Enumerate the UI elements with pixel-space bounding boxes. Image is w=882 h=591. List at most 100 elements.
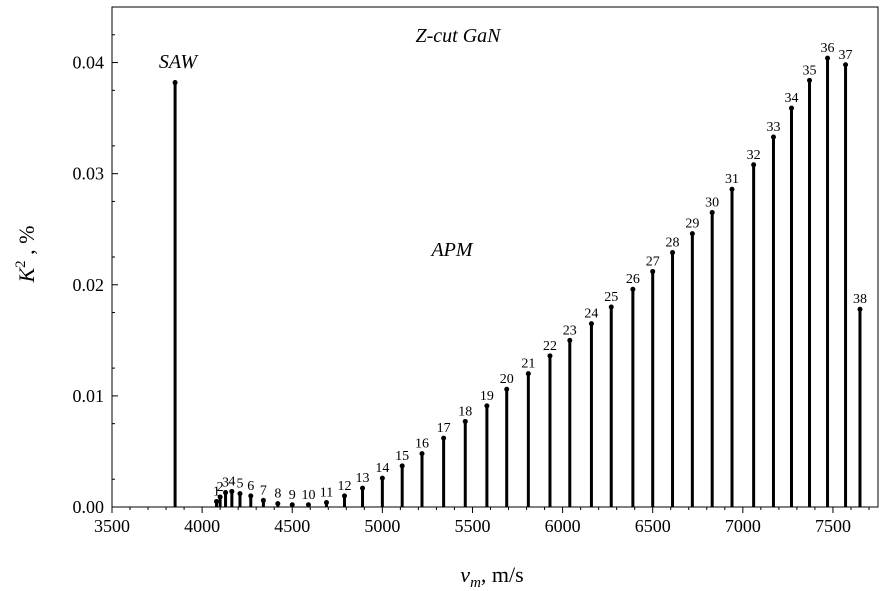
- apm-marker: [504, 386, 510, 392]
- x-tick-label: 4500: [274, 516, 310, 536]
- apm-marker: [289, 502, 295, 508]
- apm-stem-label: 11: [320, 486, 333, 501]
- apm-stem-label: 20: [500, 372, 514, 387]
- y-axis: 0.00 0.01 0.02 0.03 0.04: [73, 34, 118, 517]
- apm-marker: [462, 418, 468, 424]
- apm-marker: [379, 475, 385, 481]
- x-tick-label: 6000: [545, 516, 581, 536]
- apm-stem-label: 23: [563, 323, 577, 338]
- apm-stem-label: 18: [458, 404, 472, 419]
- plot-frame: [111, 6, 879, 508]
- apm-marker: [689, 231, 695, 237]
- chart-annotation-top: Z-cut GaN: [416, 25, 503, 47]
- y-axis-title-superscript: 2: [13, 260, 29, 268]
- apm-marker: [588, 321, 594, 327]
- x-tick-label: 3500: [94, 516, 130, 536]
- apm-stem-label: 34: [784, 91, 798, 106]
- apm-marker: [709, 210, 715, 216]
- apm-stem-label: 9: [289, 488, 296, 503]
- apm-annotation: APM: [429, 239, 473, 261]
- x-tick-label: 5500: [454, 516, 490, 536]
- apm-marker: [323, 500, 329, 506]
- apm-stem-label: 30: [705, 196, 719, 211]
- apm-marker: [567, 337, 573, 343]
- apm-stem-label: 28: [666, 236, 680, 251]
- apm-marker: [223, 490, 229, 496]
- apm-stem-label: 5: [236, 477, 243, 492]
- apm-marker: [214, 498, 220, 504]
- apm-marker: [608, 304, 614, 310]
- apm-stem-label: 8: [274, 487, 281, 502]
- apm-marker: [441, 435, 447, 441]
- y-tick-label: 0.03: [73, 164, 105, 184]
- apm-marker: [807, 77, 813, 83]
- apm-marker: [547, 353, 553, 359]
- apm-stem-label: 37: [839, 48, 853, 63]
- x-axis-title-unit: , m/s: [481, 562, 524, 587]
- y-tick-label: 0.04: [73, 53, 105, 73]
- apm-stem-label: 25: [604, 290, 618, 305]
- apm-stems: 123 4 5 6 7 8 9 10 11 121314151617181920212223242…: [213, 41, 867, 508]
- apm-stem-label: 36: [821, 41, 835, 56]
- apm-marker: [770, 134, 776, 140]
- apm-marker: [729, 186, 735, 192]
- apm-stem-label: 14: [375, 461, 389, 476]
- x-tick-label: 5000: [364, 516, 400, 536]
- apm-stem-label: 33: [766, 120, 780, 135]
- apm-stem-label: 15: [395, 449, 409, 464]
- apm-stem-label: 13: [356, 471, 370, 486]
- apm-marker: [248, 493, 254, 499]
- apm-marker: [237, 491, 243, 497]
- apm-marker: [360, 485, 366, 491]
- apm-marker: [484, 403, 490, 409]
- apm-marker: [630, 286, 636, 292]
- apm-stem-label: 3: [222, 476, 229, 491]
- apm-marker: [419, 451, 425, 457]
- apm-stem-label: 2: [217, 480, 224, 495]
- apm-marker: [399, 463, 405, 469]
- apm-marker: [825, 55, 831, 61]
- apm-marker: [305, 502, 311, 508]
- x-axis-title-symbol: v: [460, 562, 470, 587]
- x-tick-label: 6500: [635, 516, 671, 536]
- apm-marker: [525, 371, 531, 377]
- apm-stem-label: 35: [803, 63, 817, 78]
- apm-marker: [843, 62, 849, 68]
- y-axis-title-unit: , %: [14, 225, 39, 260]
- x-axis-title-subscript: m: [470, 575, 481, 591]
- apm-marker: [857, 306, 863, 312]
- apm-marker: [670, 250, 676, 256]
- apm-marker: [751, 162, 757, 168]
- y-tick-label: 0.02: [73, 275, 105, 295]
- y-axis-title-symbol: K: [14, 267, 39, 284]
- x-axis: 3500 4000 4500 5000 5500 6000 6500 7000 7500: [94, 507, 870, 536]
- apm-marker: [229, 488, 235, 494]
- apm-stem-label: 10: [301, 488, 315, 503]
- apm-stem-label: 24: [584, 307, 598, 322]
- x-tick-label: 7000: [725, 516, 761, 536]
- apm-marker: [217, 494, 223, 500]
- plot-border: [111, 6, 879, 508]
- saw-mode: [172, 80, 178, 507]
- apm-stem-label: 29: [685, 217, 699, 232]
- y-tick-label: 0.01: [73, 386, 105, 406]
- saw-marker: [172, 80, 178, 86]
- apm-stem-label: 17: [437, 421, 451, 436]
- apm-marker: [342, 493, 348, 499]
- apm-stem-label: 4: [228, 474, 235, 489]
- saw-annotation: SAW: [159, 51, 199, 73]
- x-tick-label: 7500: [815, 516, 851, 536]
- apm-stem-label: 38: [853, 292, 867, 307]
- apm-stem-label: 6: [247, 479, 254, 494]
- y-tick-label: 0.00: [73, 497, 105, 517]
- apm-stem-label: 21: [521, 357, 535, 372]
- apm-marker: [260, 497, 266, 503]
- apm-stem-label: 16: [415, 437, 429, 452]
- y-axis-title: K2 , %: [13, 225, 39, 283]
- apm-stem-label: 31: [725, 172, 739, 187]
- x-axis-title: vm, m/s: [460, 562, 523, 591]
- apm-marker: [650, 268, 656, 274]
- apm-stem-label: 19: [480, 389, 494, 404]
- apm-stem-label: 27: [646, 254, 660, 269]
